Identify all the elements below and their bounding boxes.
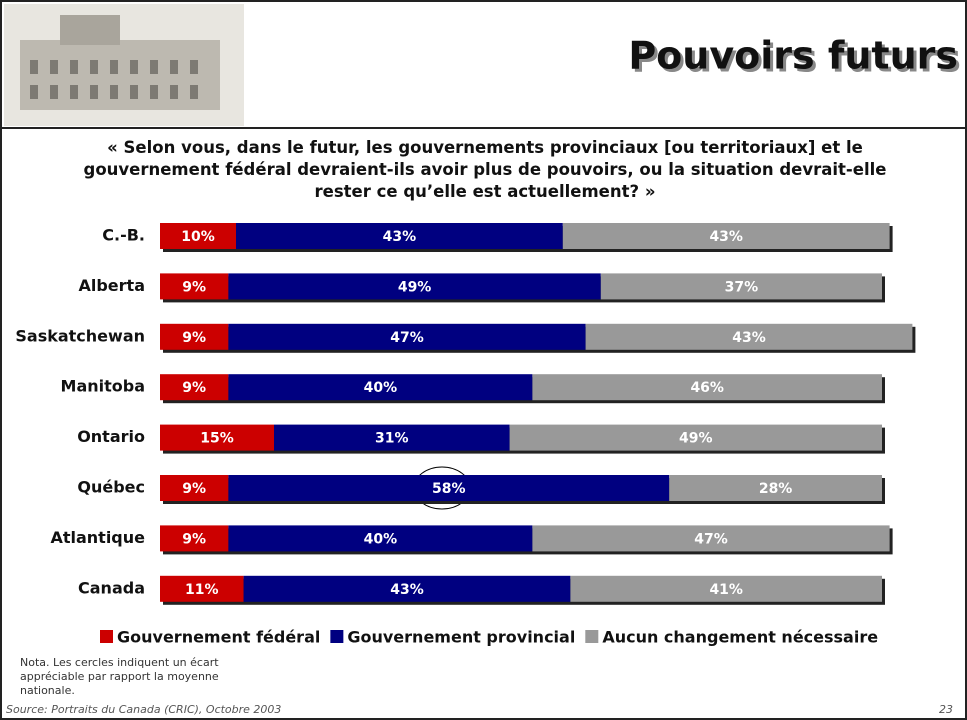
value-label: 9% xyxy=(182,531,206,547)
value-label: 43% xyxy=(390,582,424,598)
category-label: Alberta xyxy=(78,276,145,295)
chart: Pouvoirs futurs Pouvoirs futurs C.-B.10%… xyxy=(0,0,967,720)
value-label: 49% xyxy=(398,279,432,295)
legend-label: Gouvernement fédéral xyxy=(117,628,320,647)
value-label: 46% xyxy=(690,380,724,396)
value-label: 40% xyxy=(364,380,398,396)
value-label: 40% xyxy=(364,531,398,547)
question: « Selon vous, dans le futur, les gouvern… xyxy=(60,137,910,203)
category-label: C.-B. xyxy=(102,226,145,245)
value-label: 37% xyxy=(725,279,759,295)
value-label: 9% xyxy=(182,380,206,396)
value-label: 58% xyxy=(432,481,466,497)
category-label: Québec xyxy=(77,478,145,497)
value-label: 9% xyxy=(182,481,206,497)
legend-swatch xyxy=(100,630,113,643)
header-photo xyxy=(4,4,244,126)
page-number: 23 xyxy=(939,703,953,716)
value-label: 28% xyxy=(759,481,793,497)
category-label: Ontario xyxy=(77,427,145,446)
category-label: Saskatchewan xyxy=(15,326,145,345)
legend-swatch xyxy=(330,630,343,643)
source: Source: Portraits du Canada (CRIC), Octo… xyxy=(6,703,281,716)
legend-label: Gouvernement provincial xyxy=(347,628,575,647)
value-label: 47% xyxy=(390,330,424,346)
value-label: 43% xyxy=(732,330,766,346)
legend-label: Aucun changement nécessaire xyxy=(602,628,878,647)
value-label: 43% xyxy=(383,229,417,245)
slide-title: Pouvoirs futurs xyxy=(628,34,958,78)
value-label: 10% xyxy=(181,229,215,245)
value-label: 47% xyxy=(694,531,728,547)
value-label: 41% xyxy=(709,582,743,598)
slide: Pouvoirs futurs Pouvoirs futurs C.-B.10%… xyxy=(0,0,967,720)
value-label: 43% xyxy=(709,229,743,245)
value-label: 11% xyxy=(185,582,219,598)
value-label: 15% xyxy=(200,431,234,447)
value-label: 9% xyxy=(182,330,206,346)
category-label: Manitoba xyxy=(61,377,145,396)
category-label: Atlantique xyxy=(50,528,145,547)
value-label: 49% xyxy=(679,431,713,447)
value-label: 31% xyxy=(375,431,409,447)
legend-swatch xyxy=(585,630,598,643)
category-label: Canada xyxy=(78,578,145,597)
note: Nota. Les cercles indiquent un écart app… xyxy=(20,656,270,698)
value-label: 9% xyxy=(182,279,206,295)
